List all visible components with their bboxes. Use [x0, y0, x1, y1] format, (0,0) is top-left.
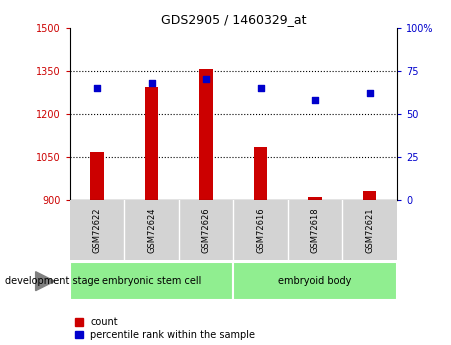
Bar	[363, 191, 377, 200]
Text: GSM72618: GSM72618	[311, 207, 320, 253]
Bar	[254, 147, 267, 200]
Point	[202, 77, 210, 82]
Title: GDS2905 / 1460329_at: GDS2905 / 1460329_at	[161, 13, 306, 27]
Point	[93, 85, 101, 91]
Bar	[199, 69, 213, 200]
Text: GSM72626: GSM72626	[202, 207, 211, 253]
Text: GSM72621: GSM72621	[365, 208, 374, 253]
Bar	[90, 152, 104, 200]
Polygon shape	[36, 272, 55, 290]
Point	[312, 97, 319, 103]
Text: development stage: development stage	[5, 276, 99, 286]
Point	[148, 80, 155, 86]
Bar	[308, 197, 322, 200]
Text: embryonic stem cell: embryonic stem cell	[102, 276, 201, 286]
Legend: count, percentile rank within the sample: count, percentile rank within the sample	[75, 317, 255, 340]
Bar	[145, 87, 158, 200]
Text: embryoid body: embryoid body	[278, 276, 352, 286]
Point	[257, 85, 264, 91]
Text: GSM72622: GSM72622	[92, 208, 101, 253]
Point	[366, 90, 373, 96]
Text: GSM72616: GSM72616	[256, 207, 265, 253]
Bar	[70, 262, 234, 300]
Bar	[234, 262, 397, 300]
Text: GSM72624: GSM72624	[147, 208, 156, 253]
